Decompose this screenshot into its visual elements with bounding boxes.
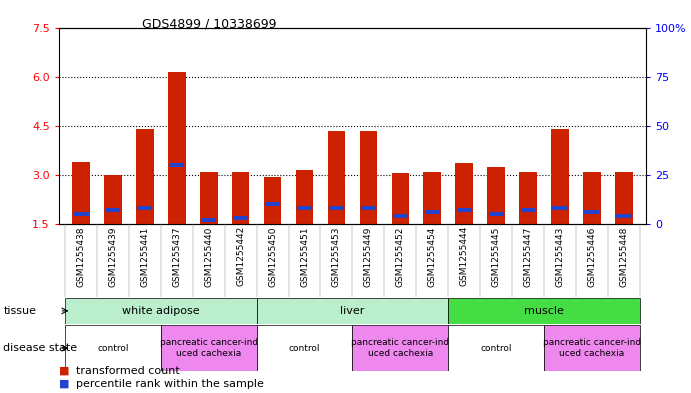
- Bar: [297, 206, 312, 210]
- Text: GDS4899 / 10338699: GDS4899 / 10338699: [142, 18, 276, 31]
- Text: control: control: [289, 344, 320, 353]
- Bar: [73, 162, 90, 224]
- Bar: [520, 208, 536, 212]
- Text: GSM1255445: GSM1255445: [491, 226, 500, 286]
- Text: GSM1255441: GSM1255441: [140, 226, 149, 286]
- Bar: [583, 172, 600, 224]
- Bar: [256, 325, 352, 371]
- Bar: [138, 206, 153, 210]
- Text: pancreatic cancer-ind
uced cachexia: pancreatic cancer-ind uced cachexia: [351, 338, 449, 358]
- Bar: [265, 202, 280, 206]
- Bar: [168, 72, 186, 224]
- Text: GSM1255444: GSM1255444: [460, 226, 468, 286]
- Bar: [169, 163, 184, 167]
- Text: pancreatic cancer-ind
uced cachexia: pancreatic cancer-ind uced cachexia: [542, 338, 641, 358]
- Text: muscle: muscle: [524, 306, 564, 316]
- Bar: [200, 172, 218, 224]
- Bar: [232, 172, 249, 224]
- Text: GSM1255449: GSM1255449: [364, 226, 373, 286]
- Bar: [551, 129, 569, 224]
- Bar: [264, 176, 281, 224]
- Bar: [615, 172, 632, 224]
- Text: ■: ■: [59, 366, 69, 376]
- Bar: [65, 325, 161, 371]
- Bar: [392, 173, 409, 224]
- Bar: [65, 298, 256, 324]
- Bar: [352, 325, 448, 371]
- Bar: [487, 167, 505, 224]
- Text: GSM1255440: GSM1255440: [205, 226, 214, 286]
- Text: GSM1255454: GSM1255454: [428, 226, 437, 286]
- Bar: [106, 208, 120, 212]
- Bar: [424, 172, 441, 224]
- Text: GSM1255447: GSM1255447: [524, 226, 533, 286]
- Bar: [519, 172, 537, 224]
- Bar: [448, 325, 544, 371]
- Text: ■: ■: [59, 379, 69, 389]
- Text: transformed count: transformed count: [76, 366, 180, 376]
- Text: GSM1255451: GSM1255451: [300, 226, 309, 286]
- Bar: [296, 170, 313, 224]
- Text: control: control: [97, 344, 129, 353]
- Text: GSM1255448: GSM1255448: [619, 226, 628, 286]
- Bar: [425, 210, 439, 214]
- Text: GSM1255439: GSM1255439: [108, 226, 117, 286]
- Text: GSM1255446: GSM1255446: [587, 226, 596, 286]
- Bar: [136, 129, 153, 224]
- Bar: [448, 298, 640, 324]
- Bar: [585, 210, 599, 214]
- Bar: [74, 212, 88, 216]
- Text: liver: liver: [340, 306, 365, 316]
- Text: GSM1255452: GSM1255452: [396, 226, 405, 286]
- Text: GSM1255443: GSM1255443: [556, 226, 565, 286]
- Bar: [256, 298, 448, 324]
- Text: GSM1255437: GSM1255437: [172, 226, 181, 286]
- Text: control: control: [480, 344, 512, 353]
- Bar: [544, 325, 640, 371]
- Bar: [104, 175, 122, 224]
- Bar: [455, 163, 473, 224]
- Text: pancreatic cancer-ind
uced cachexia: pancreatic cancer-ind uced cachexia: [160, 338, 258, 358]
- Text: GSM1255442: GSM1255442: [236, 226, 245, 286]
- Text: tissue: tissue: [3, 306, 37, 316]
- Bar: [359, 130, 377, 224]
- Text: GSM1255450: GSM1255450: [268, 226, 277, 286]
- Bar: [392, 214, 408, 218]
- Text: percentile rank within the sample: percentile rank within the sample: [76, 379, 264, 389]
- Bar: [328, 130, 346, 224]
- Text: GSM1255438: GSM1255438: [77, 226, 86, 286]
- Bar: [552, 206, 567, 210]
- Bar: [616, 214, 631, 218]
- Text: GSM1255453: GSM1255453: [332, 226, 341, 286]
- Text: disease state: disease state: [3, 343, 77, 353]
- Text: white adipose: white adipose: [122, 306, 200, 316]
- Bar: [489, 212, 504, 216]
- Bar: [457, 208, 471, 212]
- Bar: [329, 206, 344, 210]
- Bar: [201, 218, 216, 222]
- Bar: [234, 216, 248, 220]
- Bar: [361, 206, 376, 210]
- Bar: [161, 325, 256, 371]
